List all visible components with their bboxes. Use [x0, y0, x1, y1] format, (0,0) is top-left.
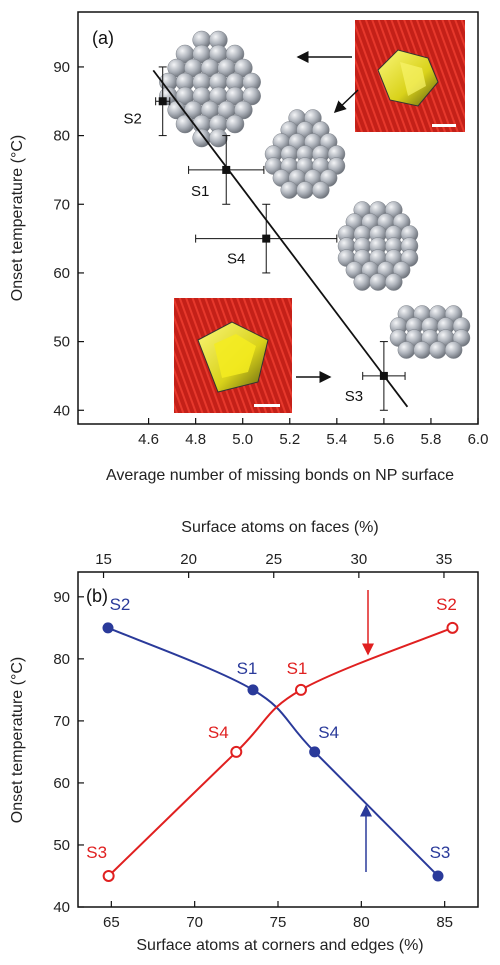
y-tick-label: 80 — [53, 128, 70, 145]
data-point — [432, 870, 444, 882]
panel-b-ylabel: Onset temperature (°C) — [9, 657, 26, 823]
atom-sphere — [296, 181, 314, 199]
y-tick-label: 60 — [53, 265, 70, 282]
octahedron-cluster — [159, 30, 261, 148]
x-tick-label: 80 — [353, 914, 370, 931]
y-tick-label: 50 — [53, 837, 70, 854]
cluster-s4 — [337, 201, 419, 291]
series-line — [107, 626, 453, 877]
atom-sphere — [413, 341, 431, 359]
atom-sphere — [369, 273, 387, 291]
y-tick-label: 60 — [53, 775, 70, 792]
top-tick-label: 20 — [180, 551, 197, 568]
atom-sphere — [225, 44, 245, 64]
y-tick-label: 80 — [53, 651, 70, 668]
atom-sphere — [353, 273, 372, 291]
atom-sphere — [192, 128, 211, 148]
atom-sphere — [311, 181, 330, 199]
point-label: S4 — [318, 723, 339, 742]
panel-a: (a) 40 50 60 70 80 90 4.6 4.8 5.0 5.2 5.4 5.6 5.8 6.… — [9, 11, 489, 484]
panel-a-xlabel: Average number of missing bonds on NP su… — [106, 467, 454, 484]
atom-sphere — [175, 114, 195, 134]
y-tick-label: 40 — [53, 402, 70, 419]
x-tick-label: 4.8 — [185, 431, 206, 448]
y-tick-label: 70 — [53, 196, 70, 213]
data-point — [222, 165, 231, 174]
stm-image-top — [355, 20, 465, 132]
data-point — [294, 683, 307, 696]
y-tick-label: 40 — [53, 899, 70, 916]
data-point — [102, 869, 115, 882]
y-tick-label: 50 — [53, 334, 70, 351]
atom-sphere — [384, 273, 403, 291]
y-tick-label: 70 — [53, 713, 70, 730]
panel-b-label: (b) — [86, 586, 108, 606]
point-label: S1 — [287, 659, 308, 678]
cluster-s1 — [264, 109, 346, 199]
point-label: S1 — [191, 183, 209, 200]
data-point — [309, 746, 321, 758]
panel-a-frame — [77, 11, 479, 425]
point-label: S3 — [86, 843, 107, 862]
point-label: S2 — [436, 595, 457, 614]
scale-bar — [254, 404, 280, 407]
stm-image-bottom — [174, 298, 292, 413]
point-label: S4 — [208, 723, 229, 742]
panel-a-label: (a) — [92, 28, 114, 48]
series-line — [107, 626, 439, 877]
atom-sphere — [397, 341, 416, 359]
x-tick-label: 5.4 — [326, 431, 347, 448]
atom-sphere — [234, 100, 253, 120]
panel-b-x2label: Surface atoms on faces (%) — [181, 519, 378, 536]
data-point — [230, 745, 243, 758]
data-point — [158, 97, 167, 106]
atom-sphere — [429, 341, 447, 359]
scale-bar — [432, 124, 456, 127]
point-label: S3 — [430, 843, 451, 862]
x-tick-label: 65 — [103, 914, 120, 931]
x-tick-label: 5.0 — [232, 431, 253, 448]
x-tick-label: 5.6 — [373, 431, 394, 448]
point-label: S3 — [345, 388, 363, 405]
top-tick-label: 25 — [265, 551, 282, 568]
x-tick-label: 6.0 — [468, 431, 489, 448]
x-tick-label: 75 — [270, 914, 287, 931]
atom-sphere — [225, 114, 245, 134]
atom-sphere — [242, 86, 261, 106]
panel-b: Surface atoms on faces (%) (b) 40 50 60 70 8… — [9, 519, 479, 954]
top-tick-label: 30 — [351, 551, 368, 568]
x-tick-label: 70 — [186, 914, 203, 931]
panel-b-xlabel: Surface atoms at corners and edges (%) — [136, 937, 423, 954]
x-tick-label: 5.2 — [279, 431, 300, 448]
atom-sphere — [444, 341, 463, 359]
panel-a-ylabel: Onset temperature (°C) — [9, 135, 26, 301]
x-tick-label: 5.8 — [421, 431, 442, 448]
atom-sphere — [209, 128, 228, 148]
point-label: S1 — [237, 659, 258, 678]
arrow-down-left — [333, 89, 359, 114]
point-label: S2 — [124, 110, 142, 127]
x-tick-label: 85 — [436, 914, 453, 931]
y-tick-label: 90 — [53, 589, 70, 606]
cluster-s3 — [389, 305, 471, 359]
top-tick-label: 35 — [436, 551, 453, 568]
x-tick-label: 4.6 — [138, 431, 159, 448]
top-tick-label: 15 — [95, 551, 112, 568]
y-tick-label: 90 — [53, 59, 70, 76]
data-point — [379, 371, 388, 380]
data-point — [102, 622, 114, 634]
atom-sphere — [280, 181, 299, 199]
data-point — [247, 684, 259, 696]
data-point — [446, 621, 459, 634]
point-label: S2 — [110, 595, 131, 614]
data-point — [262, 234, 271, 243]
atom-sphere — [234, 58, 253, 78]
point-label: S4 — [227, 251, 245, 268]
